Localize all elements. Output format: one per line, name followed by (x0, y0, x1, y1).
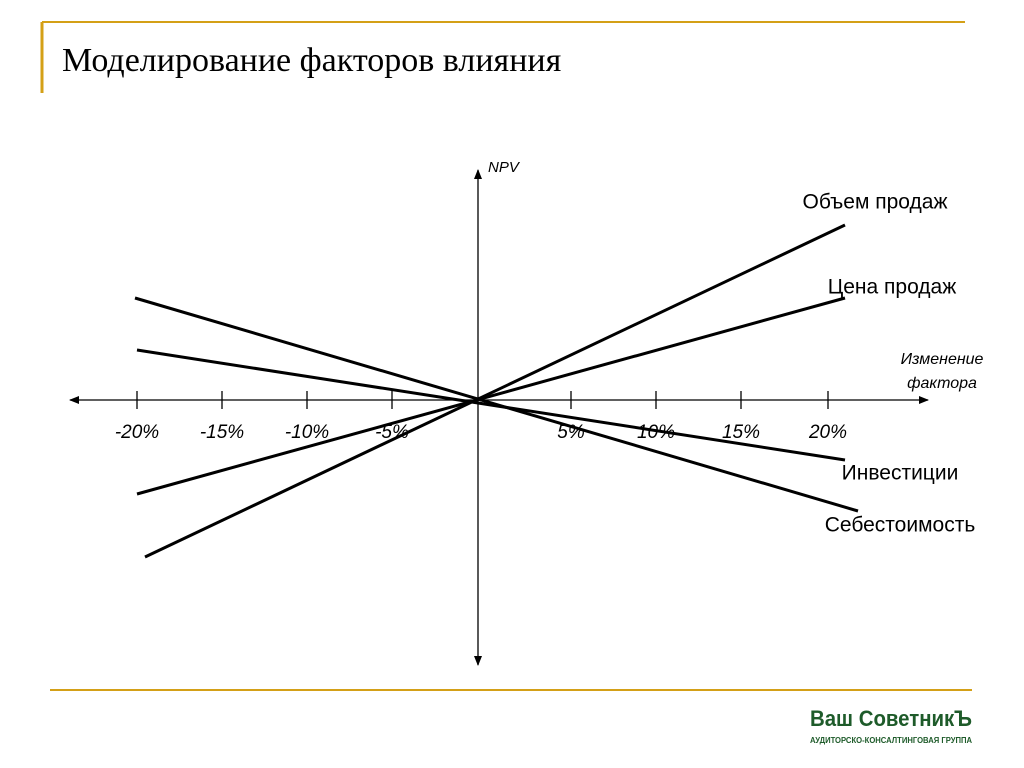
line-cost (134, 296, 859, 513)
x-tick-label: 20% (808, 422, 847, 443)
line-price (136, 296, 846, 496)
line-investment (136, 348, 846, 462)
line-volume (144, 223, 846, 559)
x-axis-label: Изменение (901, 351, 984, 368)
logo: Ваш СоветникЪ (810, 706, 972, 731)
line-label: Себестоимость (825, 514, 976, 537)
logo-subtitle: АУДИТОРСКО-КОНСАЛТИНГОВАЯ ГРУППА (810, 736, 972, 745)
line-label: Объем продаж (803, 191, 948, 214)
ticks: -20% -15% -10% -5% 5% 10% 15% 20% (115, 391, 847, 443)
x-tick-label: -10% (285, 422, 329, 443)
x-tick-label: 15% (722, 422, 760, 443)
x-tick-label: 10% (637, 422, 675, 443)
line-label: Цена продаж (828, 276, 957, 299)
line-label: Инвестиции (842, 462, 959, 485)
x-tick-label: -20% (115, 422, 159, 443)
title: Моделирование факторов влияния (62, 42, 562, 79)
x-tick-label: -15% (200, 422, 244, 443)
x-axis-label: фактора (907, 375, 977, 392)
y-axis-label: NPV (488, 159, 521, 176)
